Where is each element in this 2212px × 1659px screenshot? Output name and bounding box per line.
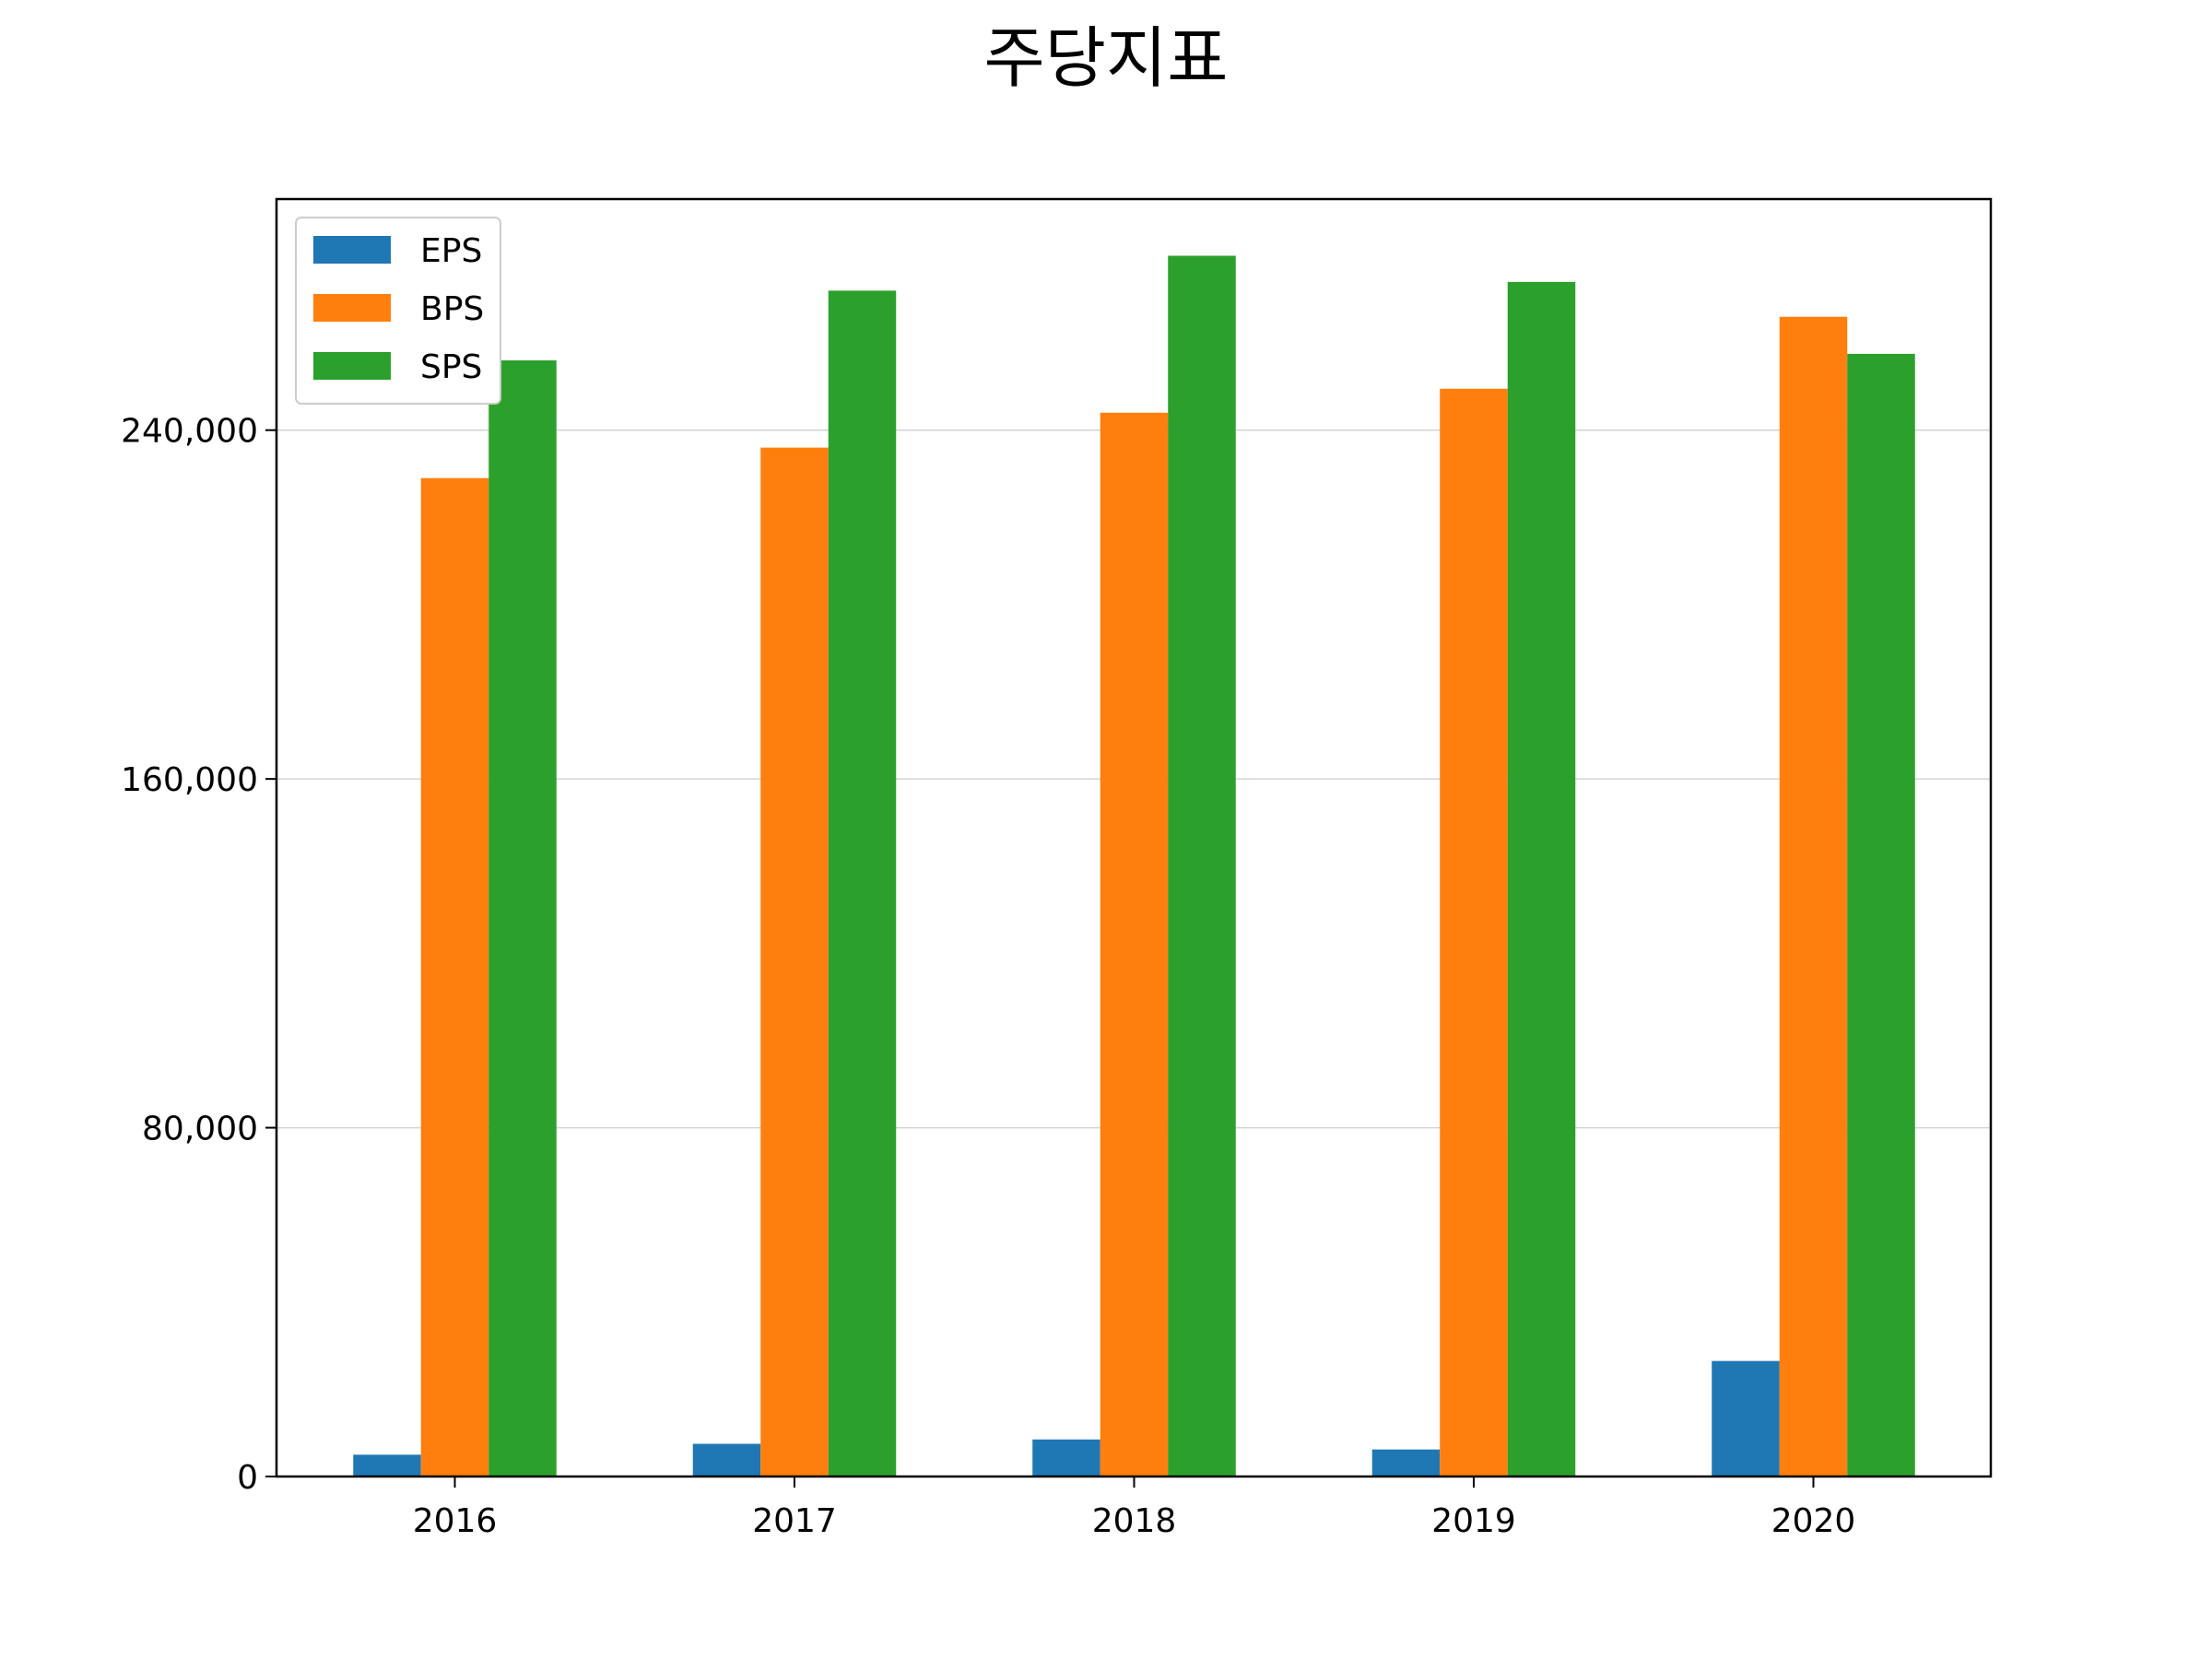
bar-bps-2018 bbox=[1100, 412, 1169, 1477]
legend-swatch-sps bbox=[313, 352, 391, 380]
legend-swatch-bps bbox=[313, 294, 391, 322]
legend-swatch-eps bbox=[313, 236, 391, 264]
bar-eps-2016 bbox=[353, 1454, 421, 1477]
bar-sps-2017 bbox=[828, 290, 897, 1477]
bar-sps-2018 bbox=[1168, 255, 1236, 1477]
bar-eps-2019 bbox=[1371, 1449, 1441, 1477]
legend: EPS BPS SPS bbox=[295, 217, 501, 405]
x-tick-label: 2019 bbox=[1431, 1502, 1516, 1540]
bars bbox=[353, 255, 1915, 1477]
bar-bps-2020 bbox=[1779, 316, 1848, 1477]
y-tick-label: 80,000 bbox=[142, 1111, 258, 1148]
y-axis: 0 80,000 160,000 240,000 bbox=[121, 413, 276, 1497]
bar-bps-2019 bbox=[1440, 388, 1508, 1477]
bar-bps-2017 bbox=[760, 447, 829, 1477]
x-tick-label: 2017 bbox=[752, 1502, 837, 1540]
y-tick-label: 0 bbox=[237, 1459, 258, 1497]
y-tick-label: 240,000 bbox=[121, 413, 258, 451]
legend-label-sps: SPS bbox=[420, 348, 482, 386]
x-axis: 2016 2017 2018 2019 2020 bbox=[413, 1477, 1856, 1540]
bar-bps-2016 bbox=[420, 477, 489, 1477]
bar-eps-2017 bbox=[692, 1443, 761, 1477]
legend-label-bps: BPS bbox=[420, 290, 484, 328]
x-tick-label: 2016 bbox=[413, 1502, 498, 1540]
legend-label-eps: EPS bbox=[420, 232, 482, 270]
bar-eps-2020 bbox=[1712, 1360, 1780, 1477]
bar-sps-2020 bbox=[1847, 353, 1915, 1477]
y-tick-label: 160,000 bbox=[121, 761, 258, 799]
bar-sps-2019 bbox=[1507, 281, 1576, 1477]
bar-sps-2016 bbox=[488, 360, 557, 1477]
x-tick-label: 2018 bbox=[1092, 1502, 1177, 1540]
chart-title: 주당지표 bbox=[984, 19, 1229, 97]
bar-eps-2018 bbox=[1032, 1439, 1100, 1477]
x-tick-label: 2020 bbox=[1771, 1502, 1856, 1540]
